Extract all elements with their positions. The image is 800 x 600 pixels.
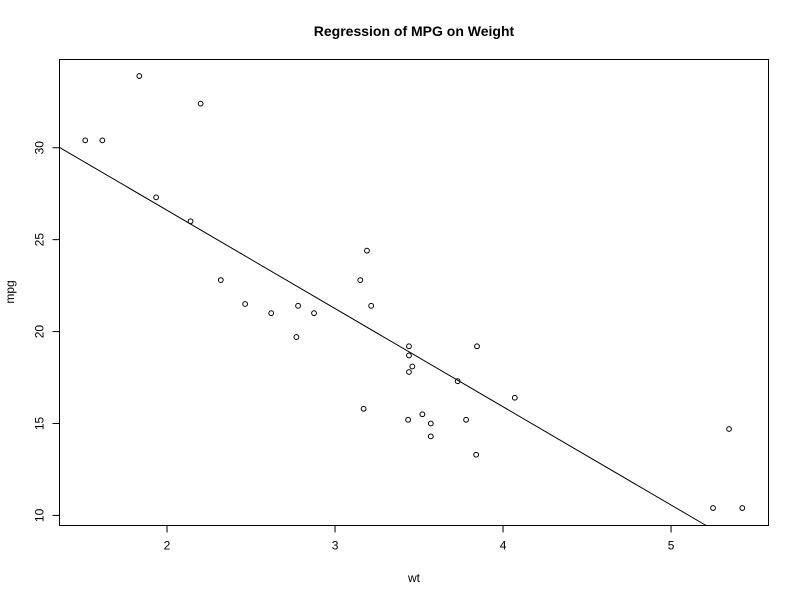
data-point [364, 247, 370, 254]
data-point [739, 505, 746, 511]
data-point [217, 277, 224, 283]
data-point [406, 369, 412, 375]
data-point [454, 378, 461, 385]
data-point [82, 137, 89, 144]
data-point [242, 301, 249, 307]
y-tick-label: 30 [33, 141, 47, 155]
x-tick-label: 2 [164, 539, 171, 553]
plot-frame [59, 59, 769, 526]
data-point [295, 302, 301, 309]
data-point [360, 405, 367, 412]
data-point [405, 416, 412, 423]
y-tick-label: 20 [33, 325, 47, 339]
data-point [463, 416, 469, 423]
data-point [409, 363, 416, 370]
data-point [153, 194, 160, 201]
x-tick-label: 3 [332, 539, 339, 553]
x-axis-label: wt [407, 571, 421, 585]
regression-line [59, 146, 707, 526]
data-point [726, 426, 732, 432]
data-point [293, 334, 300, 340]
data-point [357, 277, 364, 283]
data-point [710, 505, 716, 511]
data-point [427, 433, 434, 440]
data-point [197, 100, 204, 107]
data-point [511, 394, 518, 401]
data-point [136, 73, 143, 79]
y-tick-label: 15 [33, 416, 47, 430]
chart-title: Regression of MPG on Weight [314, 23, 515, 39]
data-point [419, 411, 426, 418]
data-point [473, 451, 480, 458]
x-tick-label: 5 [668, 539, 675, 553]
y-axis-label: mpg [3, 280, 17, 303]
data-point [406, 352, 412, 359]
y-tick-label: 10 [33, 508, 47, 522]
data-point [99, 137, 106, 144]
data-point [406, 343, 412, 350]
x-tick-label: 4 [500, 539, 507, 553]
data-point [268, 310, 275, 317]
data-point [368, 302, 375, 309]
data-point [311, 310, 317, 317]
y-tick-label: 25 [33, 233, 47, 247]
data-point [187, 218, 194, 225]
data-point [427, 420, 434, 427]
data-point [474, 343, 480, 350]
